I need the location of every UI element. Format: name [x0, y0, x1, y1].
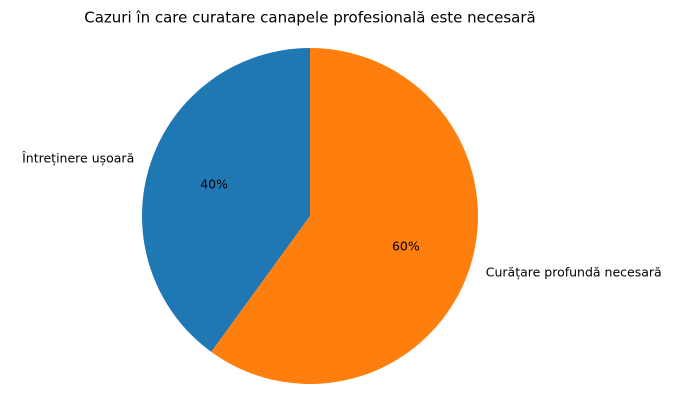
- pie-slice: [211, 48, 478, 385]
- pie-slice: [141, 48, 310, 352]
- slice-label: Întreținere ușoară: [21, 150, 134, 165]
- chart-title: Cazuri în care curatare canapele profesi…: [84, 9, 535, 27]
- slice-label: Curățare profundă necesară: [486, 265, 662, 280]
- value-label: 40%: [200, 176, 228, 191]
- value-label: 60%: [392, 239, 420, 254]
